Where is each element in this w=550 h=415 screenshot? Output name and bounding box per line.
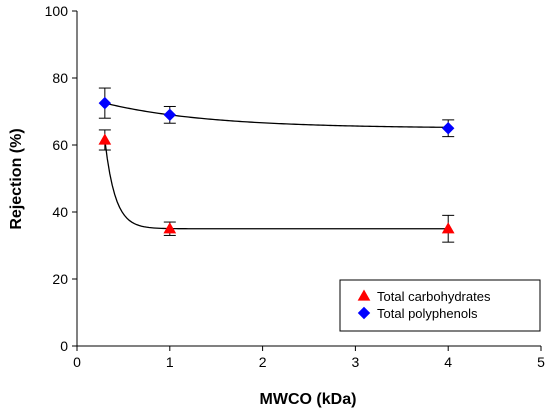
x-tick-label: 4 xyxy=(444,354,452,370)
y-tick-label: 100 xyxy=(45,3,69,19)
y-tick-label: 0 xyxy=(60,338,68,354)
x-tick-label: 3 xyxy=(352,354,360,370)
legend: Total carbohydrates Total polyphenols xyxy=(339,279,541,332)
total-carbohydrates-point xyxy=(441,222,455,234)
y-tick-label: 40 xyxy=(52,204,68,220)
total-carbohydrates-fit-curve xyxy=(104,139,449,230)
x-tick-label: 0 xyxy=(73,354,81,370)
total-polyphenols-point xyxy=(163,108,177,122)
y-tick-label: 80 xyxy=(52,70,68,86)
error-bars xyxy=(98,87,455,243)
legend-total-polyphenols-label: Total polyphenols xyxy=(377,306,478,321)
axes xyxy=(72,10,542,351)
total-polyphenols-point xyxy=(98,96,112,110)
x-tick-label: 2 xyxy=(259,354,267,370)
data-markers xyxy=(98,96,455,234)
tick-labels: 0 20 40 60 80 100 0 1 2 3 4 5 xyxy=(45,3,545,370)
total-carbohydrates-point xyxy=(163,222,177,234)
legend-total-polyphenols-marker xyxy=(357,306,371,320)
x-tick-label: 5 xyxy=(537,354,545,370)
legend-box xyxy=(339,279,541,332)
legend-total-carbohydrates-label: Total carbohydrates xyxy=(377,289,491,304)
fit-curves xyxy=(104,102,449,230)
y-tick-label: 60 xyxy=(52,137,68,153)
x-axis-title: MWCO (kDa) xyxy=(260,391,357,408)
total-polyphenols-point xyxy=(441,122,455,135)
x-tick-label: 1 xyxy=(166,354,174,370)
y-axis-title: Rejection (%) xyxy=(8,128,25,229)
legend-total-carbohydrates-marker xyxy=(357,289,371,301)
total-carbohydrates-point xyxy=(98,133,112,145)
y-tick-label: 20 xyxy=(52,271,68,287)
total-polyphenols-fit-curve xyxy=(104,102,449,128)
